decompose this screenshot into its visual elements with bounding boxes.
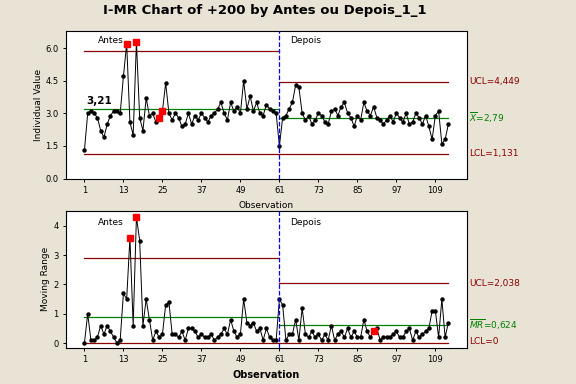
Y-axis label: Moving Range: Moving Range bbox=[41, 247, 51, 311]
X-axis label: Observation: Observation bbox=[239, 201, 294, 210]
Text: I-MR Chart of +200 by Antes ou Depois_1_1: I-MR Chart of +200 by Antes ou Depois_1_… bbox=[103, 4, 427, 17]
Text: Depois: Depois bbox=[290, 36, 321, 45]
Text: LCL=0: LCL=0 bbox=[469, 337, 499, 346]
Text: $\overline{MR}$=0,624: $\overline{MR}$=0,624 bbox=[469, 318, 518, 332]
Text: $\overline{X}$=2,79: $\overline{X}$=2,79 bbox=[469, 111, 505, 125]
Text: 3,21: 3,21 bbox=[86, 96, 112, 106]
X-axis label: Observation: Observation bbox=[233, 370, 300, 380]
Y-axis label: Individual Value: Individual Value bbox=[33, 69, 43, 141]
Text: UCL=4,449: UCL=4,449 bbox=[469, 77, 520, 86]
Text: Depois: Depois bbox=[290, 218, 321, 227]
Text: UCL=2,038: UCL=2,038 bbox=[469, 279, 520, 288]
Text: LCL=1,131: LCL=1,131 bbox=[469, 149, 519, 159]
Text: Antes: Antes bbox=[97, 218, 123, 227]
Text: Antes: Antes bbox=[97, 36, 123, 45]
